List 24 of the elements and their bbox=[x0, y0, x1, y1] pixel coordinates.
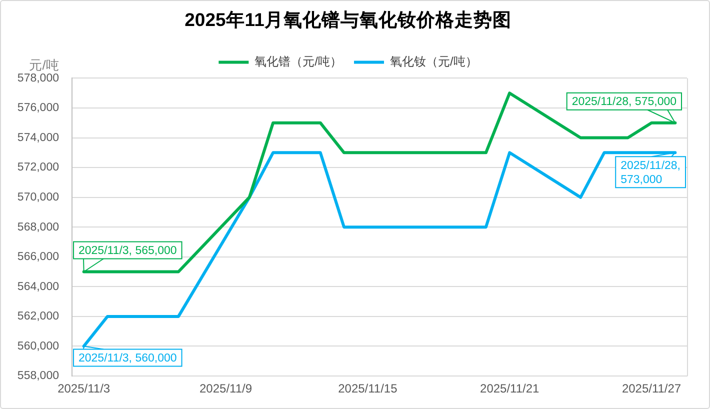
data-label: 2025/11/28, 575,000 bbox=[572, 96, 677, 108]
legend-label: 氧化钕（元/吨） bbox=[390, 54, 478, 69]
y-tick-label: 574,000 bbox=[17, 132, 59, 144]
x-tick-label: 2025/11/9 bbox=[200, 382, 252, 396]
legend-label: 氧化镨（元/吨） bbox=[254, 54, 342, 69]
data-label: 2025/11/3, 565,000 bbox=[78, 244, 177, 257]
data-label: 2025/11/28, 573,000 bbox=[620, 160, 681, 186]
y-tick-label: 564,000 bbox=[17, 280, 59, 293]
y-tick-label: 576,000 bbox=[17, 102, 59, 114]
y-tick-label: 568,000 bbox=[17, 221, 59, 234]
y-tick-label: 558,000 bbox=[17, 370, 59, 382]
x-tick-label: 2025/11/3 bbox=[58, 382, 110, 396]
y-tick-label: 566,000 bbox=[17, 251, 59, 264]
chart-title: 2025年11月氧化镨与氧化钕价格走势图 bbox=[184, 9, 512, 30]
y-axis-title: 元/吨 bbox=[29, 57, 59, 72]
y-tick-label: 560,000 bbox=[17, 340, 59, 352]
y-tick-label: 578,000 bbox=[17, 72, 59, 84]
x-tick-label: 2025/11/15 bbox=[338, 382, 398, 396]
x-tick-label: 2025/11/27 bbox=[622, 382, 682, 396]
y-tick-label: 572,000 bbox=[17, 162, 59, 174]
y-tick-label: 570,000 bbox=[17, 191, 59, 204]
data-label: 2025/11/3, 560,000 bbox=[78, 352, 177, 364]
x-tick-label: 2025/11/21 bbox=[480, 382, 540, 396]
y-tick-label: 562,000 bbox=[17, 310, 59, 323]
